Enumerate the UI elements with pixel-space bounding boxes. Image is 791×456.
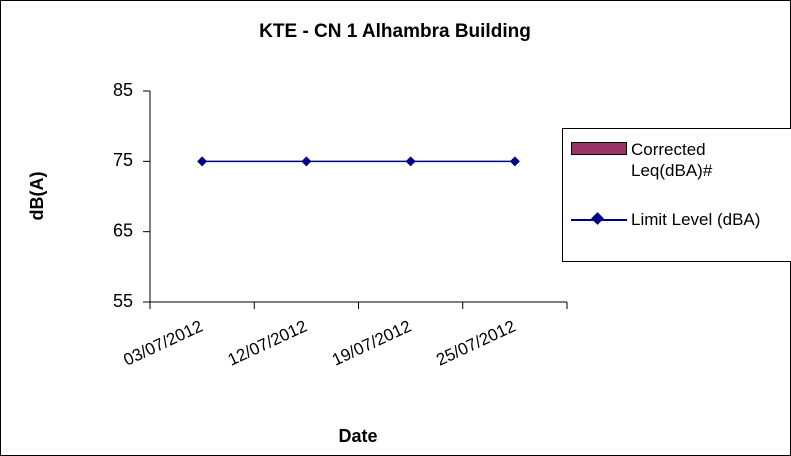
y-tick-label: 75	[113, 150, 133, 170]
y-tick-label: 55	[113, 291, 133, 311]
legend-swatch	[571, 209, 627, 229]
legend-swatch	[571, 139, 627, 159]
marker	[301, 156, 312, 167]
marker	[509, 156, 520, 167]
y-tick-label: 85	[113, 80, 133, 100]
y-axis-title: dB(A)	[27, 172, 47, 221]
legend-entry: Corrected Leq(dBA)#	[571, 139, 751, 181]
legend-label: Corrected Leq(dBA)#	[631, 140, 713, 180]
legend: Corrected Leq(dBA)# Limit Level (dBA)	[562, 128, 791, 262]
x-axis-title: Date	[338, 426, 377, 446]
marker	[405, 156, 416, 167]
legend-label: Limit Level (dBA)	[631, 210, 761, 229]
legend-entry: Limit Level (dBA)	[571, 209, 761, 230]
y-tick-label: 65	[113, 220, 133, 240]
chart-title: KTE - CN 1 Alhambra Building	[259, 21, 531, 42]
marker	[197, 156, 208, 167]
